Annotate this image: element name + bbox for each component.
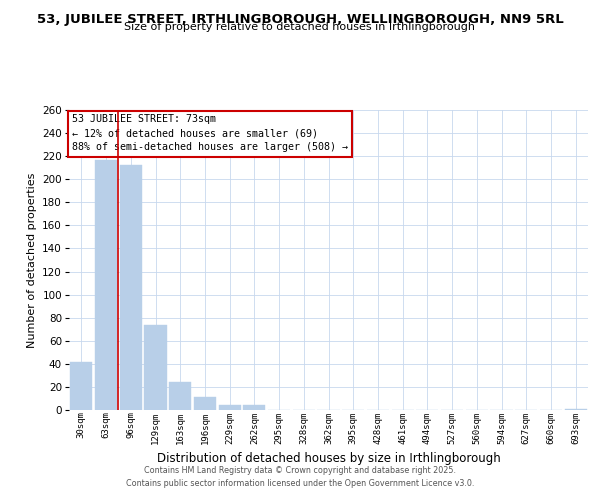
Bar: [70, 362, 92, 410]
Bar: [243, 406, 265, 410]
Text: 53, JUBILEE STREET, IRTHLINGBOROUGH, WELLINGBOROUGH, NN9 5RL: 53, JUBILEE STREET, IRTHLINGBOROUGH, WEL…: [37, 12, 563, 26]
Text: 53 JUBILEE STREET: 73sqm
← 12% of detached houses are smaller (69)
88% of semi-d: 53 JUBILEE STREET: 73sqm ← 12% of detach…: [71, 114, 347, 152]
Bar: [169, 382, 191, 410]
Bar: [194, 398, 216, 410]
Bar: [565, 409, 587, 410]
X-axis label: Distribution of detached houses by size in Irthlingborough: Distribution of detached houses by size …: [157, 452, 500, 465]
Text: Contains HM Land Registry data © Crown copyright and database right 2025.
Contai: Contains HM Land Registry data © Crown c…: [126, 466, 474, 487]
Bar: [95, 160, 117, 410]
Bar: [119, 166, 142, 410]
Bar: [218, 406, 241, 410]
Bar: [145, 324, 167, 410]
Text: Size of property relative to detached houses in Irthlingborough: Size of property relative to detached ho…: [125, 22, 476, 32]
Y-axis label: Number of detached properties: Number of detached properties: [27, 172, 37, 348]
